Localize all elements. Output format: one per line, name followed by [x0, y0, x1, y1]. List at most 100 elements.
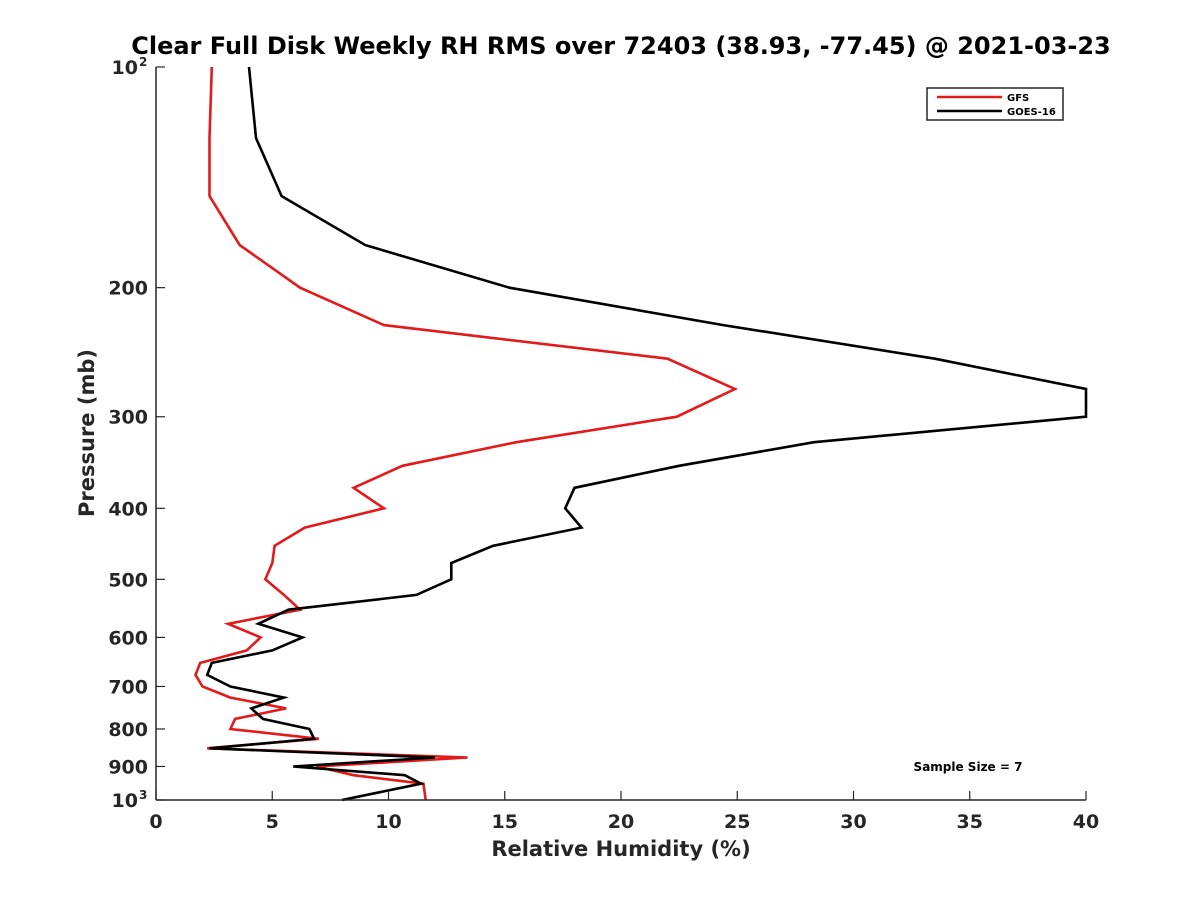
- data-point-goes16: [283, 696, 285, 698]
- data-point-goes16: [255, 137, 257, 139]
- data-point-goes16: [573, 487, 575, 489]
- x-axis-ticks: 0 5 10 15 20 25 30 35 40: [149, 791, 1099, 833]
- data-point-goes16: [564, 507, 566, 509]
- data-point-goes16: [292, 765, 294, 767]
- data-point-goes16: [280, 195, 282, 197]
- x-tick-label: 5: [266, 811, 279, 833]
- data-point-gfs: [194, 674, 196, 676]
- data-point-goes16: [450, 562, 452, 564]
- data-point-gfs: [201, 685, 203, 687]
- x-tick-label: 35: [957, 811, 983, 833]
- x-tick-label: 0: [149, 811, 162, 833]
- y-tick-label: 900: [108, 756, 148, 778]
- data-point-goes16: [678, 465, 680, 467]
- data-point-gfs: [206, 747, 208, 749]
- data-point-goes16: [813, 441, 815, 443]
- data-point-goes16: [262, 718, 264, 720]
- y-tick-label: 800: [108, 719, 148, 741]
- data-point-gfs: [304, 526, 306, 528]
- data-point-goes16: [415, 594, 417, 596]
- sample-size-annotation: Sample Size = 7: [914, 760, 1023, 774]
- data-point-gfs: [211, 66, 213, 68]
- plot-area: [155, 66, 1088, 802]
- data-point-gfs: [273, 545, 275, 547]
- y-tick-label: 500: [108, 569, 148, 591]
- data-point-goes16: [313, 738, 315, 740]
- data-point-gfs: [234, 718, 236, 720]
- data-point-goes16: [271, 649, 273, 651]
- data-point-goes16: [248, 66, 250, 68]
- legend-label-gfs: GFS: [1007, 93, 1029, 104]
- data-point-goes16: [508, 287, 510, 289]
- data-point-goes16: [229, 685, 231, 687]
- x-tick-label: 15: [492, 811, 518, 833]
- data-point-goes16: [250, 707, 252, 709]
- y-axis-label: Pressure (mb): [75, 349, 99, 517]
- data-point-gfs: [466, 756, 468, 758]
- data-point-gfs: [271, 562, 273, 564]
- data-point-goes16: [450, 578, 452, 580]
- x-tick-label: 40: [1073, 811, 1099, 833]
- data-point-goes16: [580, 526, 582, 528]
- y-tick-exponent: 2: [139, 55, 147, 69]
- data-point-goes16: [434, 756, 436, 758]
- data-point-goes16: [364, 244, 366, 246]
- data-point-gfs: [229, 696, 231, 698]
- data-point-gfs: [401, 465, 403, 467]
- data-point-gfs: [259, 636, 261, 638]
- data-point-gfs: [264, 578, 266, 580]
- x-tick-label: 30: [840, 811, 866, 833]
- data-point-gfs: [239, 244, 241, 246]
- series-layer: [194, 66, 1088, 802]
- data-point-goes16: [301, 636, 303, 638]
- data-point-goes16: [287, 609, 289, 611]
- data-point-gfs: [299, 287, 301, 289]
- x-tick-label: 20: [608, 811, 634, 833]
- data-point-goes16: [404, 774, 406, 776]
- data-point-goes16: [722, 324, 724, 326]
- y-tick-label: 400: [108, 498, 148, 520]
- data-point-goes16: [206, 674, 208, 676]
- data-point-gfs: [229, 728, 231, 730]
- data-point-gfs: [383, 507, 385, 509]
- data-point-gfs: [676, 416, 678, 418]
- x-tick-label: 25: [724, 811, 750, 833]
- chart-title: Clear Full Disk Weekly RH RMS over 72403…: [131, 32, 1111, 60]
- y-tick-label: 700: [108, 676, 148, 698]
- data-point-gfs: [208, 195, 210, 197]
- data-point-gfs: [352, 487, 354, 489]
- data-point-gfs: [318, 738, 320, 740]
- data-point-gfs: [666, 358, 668, 360]
- data-point-gfs: [283, 594, 285, 596]
- data-point-gfs: [352, 774, 354, 776]
- data-point-goes16: [934, 358, 936, 360]
- legend: GFS GOES-16: [926, 87, 1064, 121]
- data-point-gfs: [515, 441, 517, 443]
- y-tick-label: 10: [112, 57, 138, 79]
- y-tick-label: 10: [112, 790, 138, 812]
- legend-box: [926, 87, 1064, 121]
- x-axis-label: Relative Humidity (%): [491, 837, 750, 861]
- x-tick-label: 10: [375, 811, 401, 833]
- data-point-goes16: [308, 728, 310, 730]
- data-point-goes16: [257, 623, 259, 625]
- data-point-gfs: [383, 324, 385, 326]
- data-point-gfs: [285, 707, 287, 709]
- data-point-goes16: [1085, 388, 1087, 390]
- data-point-goes16: [1085, 416, 1087, 418]
- legend-label-goes16: GOES-16: [1007, 107, 1056, 118]
- y-tick-label: 200: [108, 278, 148, 300]
- series-line-goes16: [205, 66, 1088, 802]
- y-tick-label: 600: [108, 627, 148, 649]
- data-point-goes16: [211, 662, 213, 664]
- data-point-gfs: [734, 388, 736, 390]
- data-point-goes16: [492, 545, 494, 547]
- data-point-gfs: [246, 649, 248, 651]
- data-point-goes16: [420, 783, 422, 785]
- data-point-gfs: [199, 662, 201, 664]
- y-tick-exponent: 3: [139, 788, 147, 802]
- y-tick-label: 300: [108, 407, 148, 429]
- plot-background: [156, 67, 1086, 800]
